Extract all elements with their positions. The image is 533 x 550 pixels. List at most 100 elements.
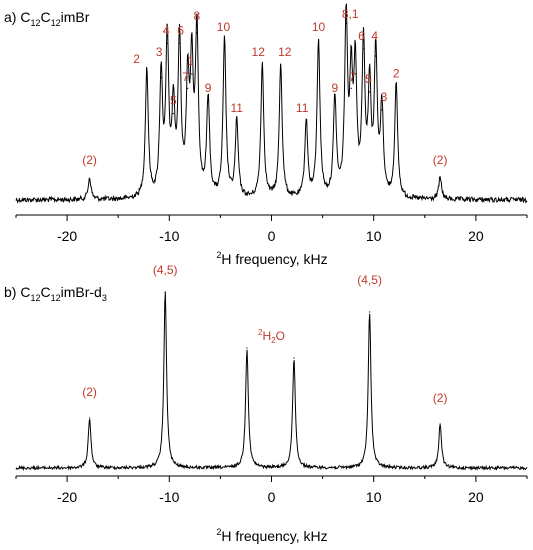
panel-a-title-part-2: C	[40, 9, 50, 25]
panel-b-label: b)	[4, 284, 16, 300]
panel-a-title-part-4: imBr	[61, 9, 90, 25]
panel-b-xlabel-text: H frequency, kHz	[221, 528, 327, 544]
panel-a-x-ticks: -20 -10 0 10 20	[15, 215, 528, 244]
panel-a-tick-label-10: 10	[366, 228, 382, 244]
panel-a-peak-label-22: 3	[381, 90, 388, 104]
panel-a-peak-label-3: 4	[163, 23, 170, 37]
panel-a-x-axis-title: 2H frequency, kHz	[216, 250, 327, 267]
panel-a-peak-14	[305, 122, 307, 124]
panel-a-peak-label-21: 4	[371, 29, 378, 43]
panel-b-x-ticks: -20 -10 0 10 20	[15, 476, 528, 505]
panel-b-peak-1	[164, 291, 166, 293]
panel-a-peak-0	[88, 177, 91, 179]
panel-a-peak-label-7: 1	[187, 54, 194, 68]
h2o-label-h: H	[262, 329, 271, 343]
panel-a-peak-12	[261, 64, 263, 66]
panel-a-peak-11	[236, 122, 238, 124]
panel-a-peak-8	[196, 31, 198, 34]
panel-a-peak-label-10: 10	[217, 20, 231, 34]
panel-a-peak-label-1: 2	[133, 52, 140, 66]
panel-a-peak-label-17: 8,1	[342, 7, 359, 21]
h2o-label-o: O	[276, 329, 285, 343]
panel-b-tick-label--20: -20	[57, 489, 77, 505]
panel-b-spectrum-line	[15, 291, 528, 472]
panel-a-tick-label--10: -10	[159, 228, 179, 244]
panel-b-tick-label--10: -10	[159, 489, 179, 505]
panel-a-title-part-3: 12	[51, 18, 61, 28]
panel-a-peak-label-18: 7	[349, 70, 356, 84]
h2o-label-sub: 2	[271, 336, 276, 345]
panel-b-x-axis-title: 2H frequency, kHz	[216, 527, 327, 544]
panel-a-peak-17	[345, 23, 347, 25]
panel-a-peak-6	[187, 87, 189, 89]
panel-a-peak-label-5: 6	[177, 23, 184, 37]
panel-a-peak-label-4: 5	[170, 94, 177, 108]
panel-b-peak-label-3: (4,5)	[357, 273, 382, 287]
panel-a-tick-label-0: 0	[268, 228, 276, 244]
panel-b-peak-markers	[88, 291, 441, 425]
panel-b-title-part-1: 12	[30, 293, 40, 303]
panel-a-peak-2	[160, 77, 162, 79]
panel-a-label: a)	[4, 9, 16, 25]
panel-a-peak-5	[178, 42, 181, 45]
panel-a-title: a) C12C12imBr	[4, 9, 90, 28]
panel-a-title-part-1: 12	[30, 18, 40, 28]
panel-b-title: b) C12C12imBr-d3	[4, 284, 107, 303]
panel-a-peak-3	[166, 42, 168, 45]
panel-a-peak-label-0: (2)	[82, 153, 97, 167]
panel-a-peak-16	[334, 100, 336, 102]
panel-a-peak-markers	[88, 23, 441, 179]
panel-a-peak-10	[223, 41, 226, 43]
panel-a-peak-label-8: 8	[194, 9, 201, 23]
panel-a-tick-label--20: -20	[57, 228, 77, 244]
panel-a-peak-label-24: (2)	[433, 153, 448, 167]
panel-b-tick-label-20: 20	[468, 489, 484, 505]
h2o-peak-label: 2H2O	[258, 328, 285, 345]
panel-a-peak-24	[395, 86, 397, 88]
panel-b-peak-5	[439, 423, 441, 425]
panel-a-peak-label-2: 3	[156, 45, 163, 59]
panel-a-title-part-0: C	[20, 9, 30, 25]
panel-b-tick-label-0: 0	[268, 489, 276, 505]
panel-a-peak-21	[369, 91, 371, 93]
panel-b-peak-4	[369, 311, 371, 313]
panel-b-peak-0	[88, 417, 91, 419]
panel-a-peak-label-23: 2	[393, 67, 400, 81]
panel-a-peak-23	[381, 109, 383, 111]
panel-b-peak-3	[293, 357, 295, 359]
panel-a-peak-13	[280, 64, 282, 66]
panel-b-title-part-0: C	[20, 284, 30, 300]
panel-a-peak-label-9: 9	[205, 81, 212, 95]
panel-a-peak-9	[207, 100, 209, 102]
panel-a-peak-label-16: 9	[332, 81, 339, 95]
panel-b-title-part-4: imBr-d	[61, 284, 102, 300]
panel-a-peak-20	[362, 48, 365, 50]
panel-b-peak-label-4: (2)	[433, 391, 448, 405]
panel-b-xlabel-sup: 2	[216, 527, 221, 537]
panel-b-tick-label-10: 10	[366, 489, 382, 505]
panel-a-xlabel-text: H frequency, kHz	[221, 251, 327, 267]
panel-b-peak-labels: 2H2O (2)(4,5)(4,5)(2)	[82, 263, 447, 405]
panel-a-peak-label-14: 11	[296, 101, 309, 115]
panel-b-title-part-2: C	[40, 284, 50, 300]
panel-b-peak-2	[246, 347, 248, 349]
panel-b-peak-label-1: (4,5)	[153, 263, 178, 277]
panel-a-peak-15	[317, 41, 320, 43]
panel-a-peak-18	[350, 87, 352, 89]
panel-a-peak-label-20: 5	[365, 72, 372, 86]
panel-a-peak-7	[191, 73, 193, 75]
panel-b-title-part-3: 12	[51, 293, 61, 303]
panel-b-title-part-5: 3	[102, 293, 107, 303]
panel-a-peak-label-6: 7	[182, 70, 189, 84]
h2o-label-sup: 2	[258, 328, 263, 337]
panel-a-tick-label-20: 20	[468, 228, 484, 244]
panel-a-peak-22	[375, 55, 377, 57]
panel-a-xlabel-sup: 2	[216, 250, 221, 260]
panel-b-peak-label-0: (2)	[82, 385, 97, 399]
panel-a-peak-4	[172, 113, 174, 115]
panel-a-spectrum-line	[15, 3, 528, 204]
panel-a-peak-19	[354, 73, 356, 75]
